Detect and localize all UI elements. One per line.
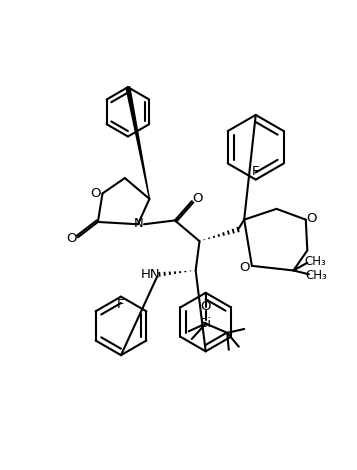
Text: N: N <box>134 217 144 230</box>
Text: O: O <box>240 261 250 274</box>
Text: F: F <box>252 165 260 179</box>
Text: CH₃: CH₃ <box>306 269 327 282</box>
Text: O: O <box>306 212 316 225</box>
Text: Si: Si <box>200 317 212 330</box>
Polygon shape <box>126 87 150 199</box>
Text: F: F <box>117 298 125 311</box>
Text: O: O <box>200 300 211 313</box>
Text: O: O <box>90 187 101 200</box>
Text: O: O <box>66 232 77 245</box>
Text: CH₃: CH₃ <box>304 255 326 268</box>
Text: HN: HN <box>140 268 160 281</box>
Text: O: O <box>192 192 202 205</box>
